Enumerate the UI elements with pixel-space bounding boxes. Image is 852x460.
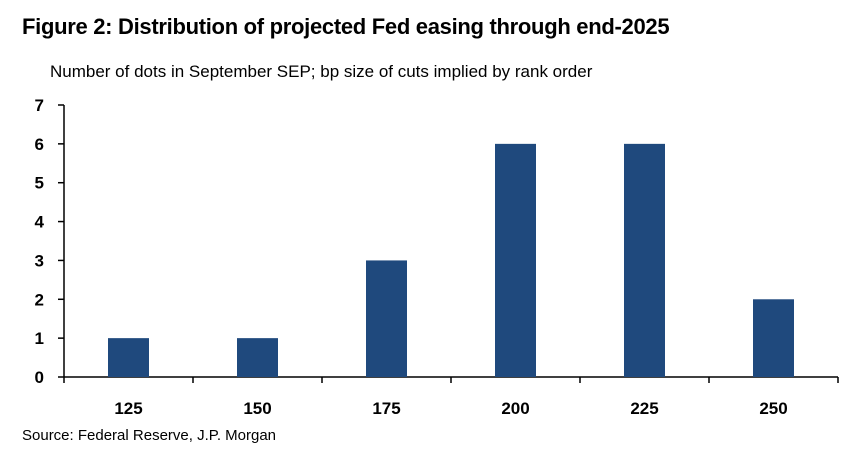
bars <box>108 143 794 377</box>
x-tick-label: 200 <box>501 399 529 418</box>
x-tick-label: 150 <box>243 399 271 418</box>
x-tick-label: 225 <box>630 399 658 418</box>
chart-title: Figure 2: Distribution of projected Fed … <box>22 14 670 39</box>
source-note: Source: Federal Reserve, J.P. Morgan <box>22 427 277 444</box>
y-axis: 0 1 2 3 4 5 6 7 <box>35 96 65 387</box>
bar-175 <box>366 260 407 377</box>
bar-225 <box>624 143 665 377</box>
y-tick-label: 4 <box>35 213 45 232</box>
bar-200 <box>495 143 536 377</box>
y-tick-label: 2 <box>35 290 44 309</box>
chart-subtitle: Number of dots in September SEP; bp size… <box>50 62 593 81</box>
y-tick-label: 1 <box>35 329 44 348</box>
y-tick-label: 7 <box>35 96 44 115</box>
y-tick-label: 6 <box>35 135 44 154</box>
x-axis: 125 150 175 200 225 250 <box>63 376 839 418</box>
x-tick-label: 175 <box>372 399 400 418</box>
bar-250 <box>753 299 794 377</box>
y-tick-label: 3 <box>35 251 44 270</box>
x-tick-label: 250 <box>759 399 787 418</box>
y-tick-label: 0 <box>35 368 44 387</box>
bar-150 <box>237 338 278 377</box>
bar-125 <box>108 338 149 377</box>
y-tick-label: 5 <box>35 174 44 193</box>
x-tick-label: 125 <box>114 399 142 418</box>
